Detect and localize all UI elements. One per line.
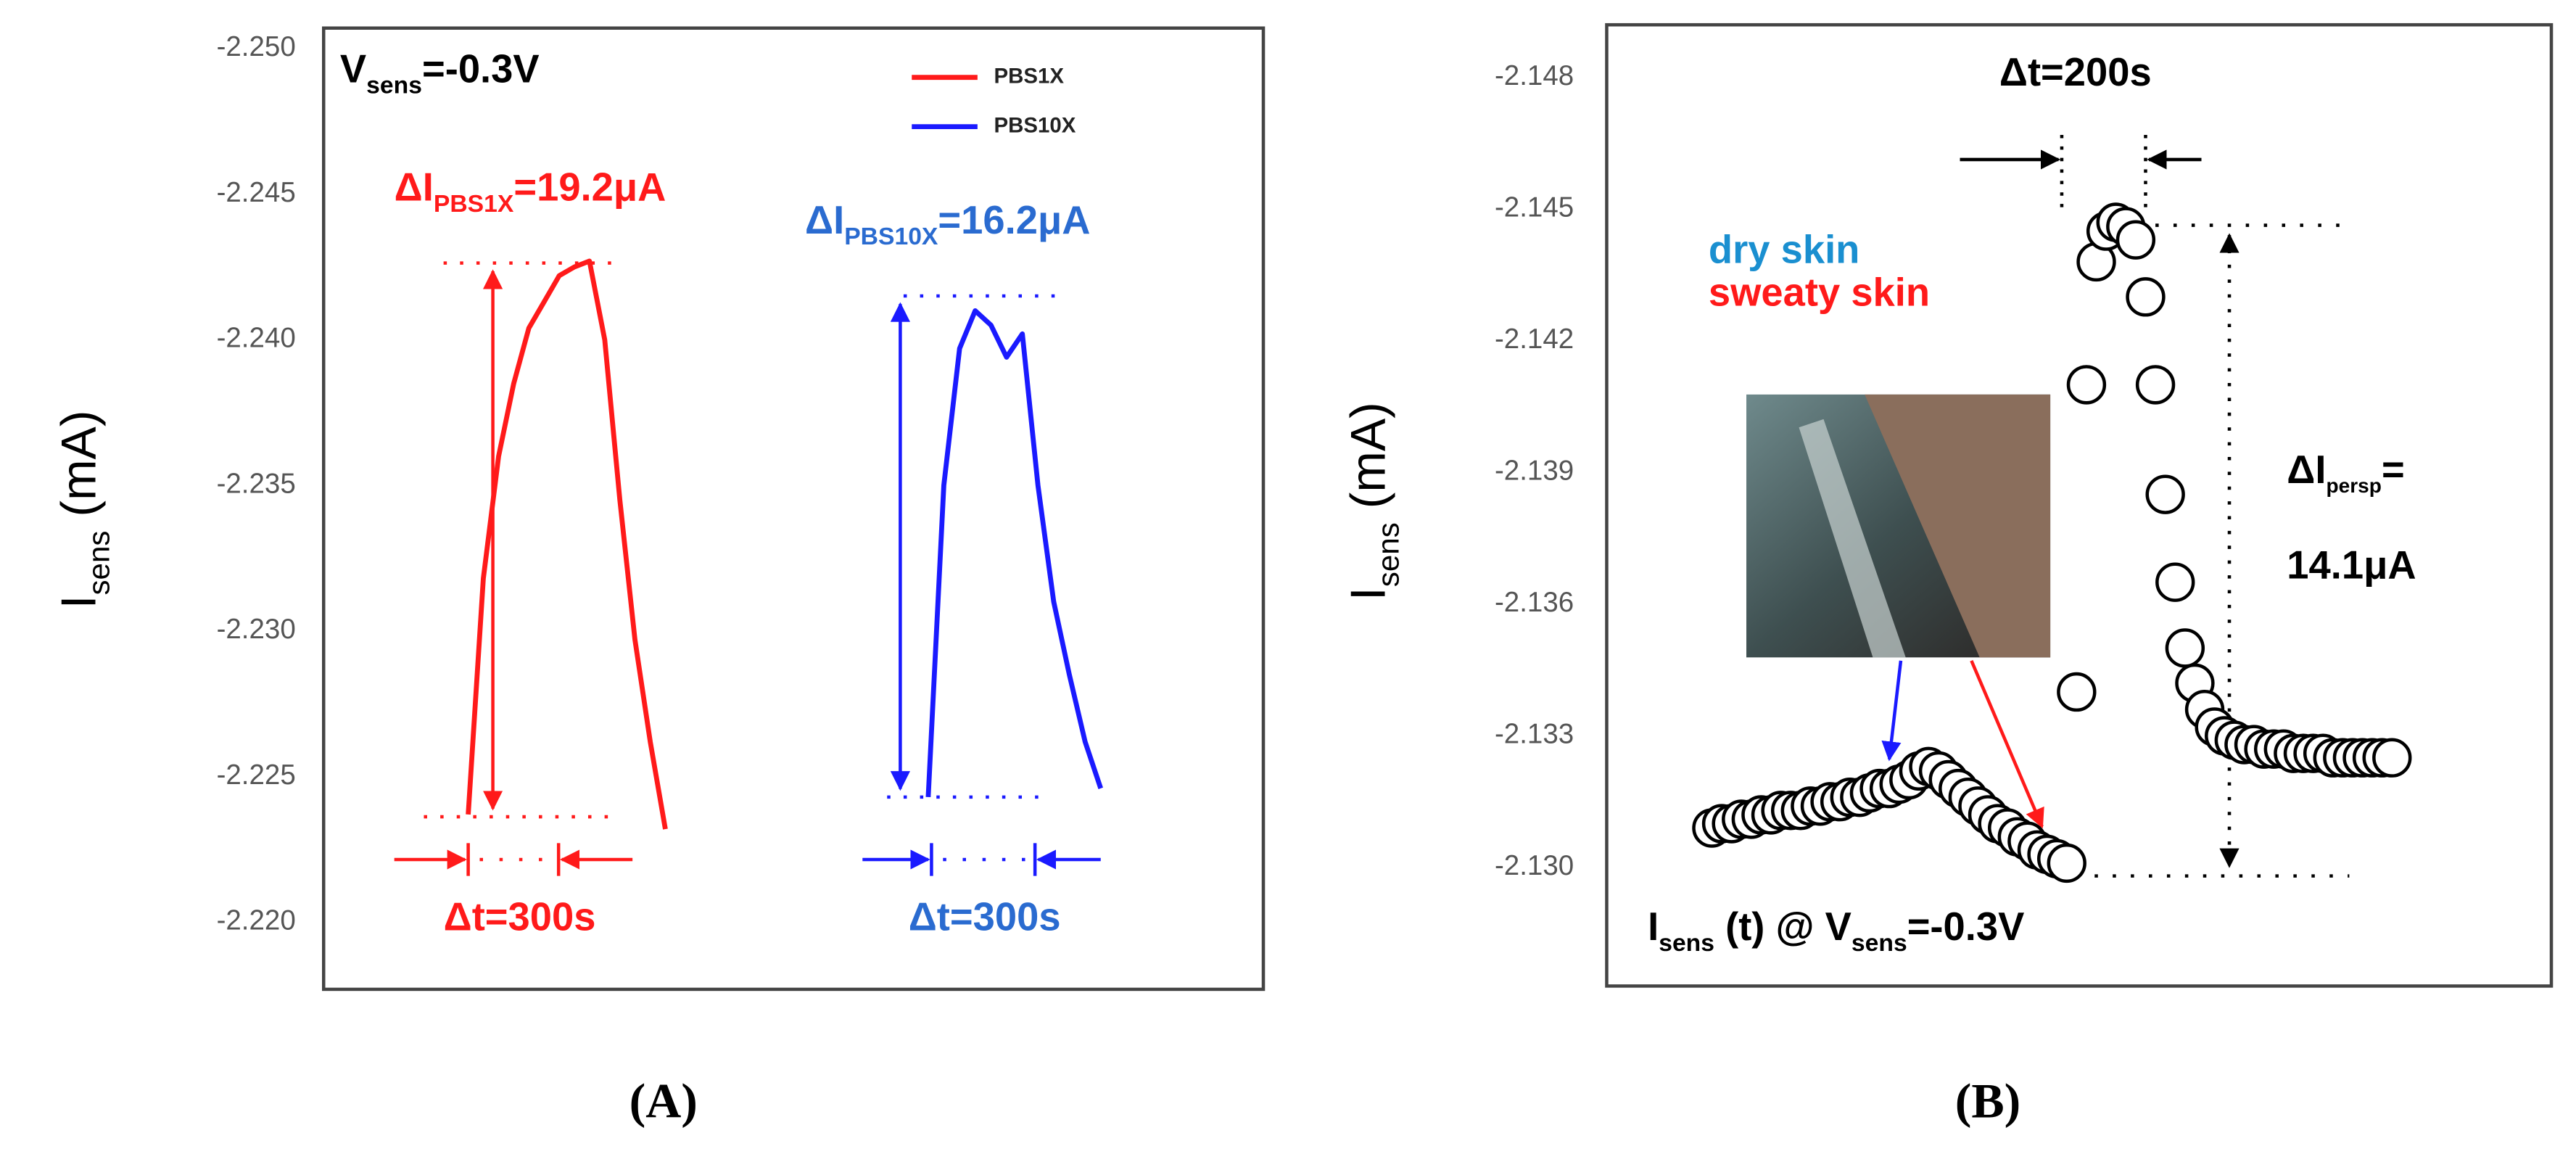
y-axis-label: Isens (mA): [51, 411, 115, 609]
text-part: dry skin: [1709, 228, 1859, 272]
data-line: [925, 308, 1103, 798]
annotation: ΔIPBS10X=16.2μA: [805, 198, 1090, 250]
arrow: [1970, 659, 2044, 829]
text-part: =19.2μA: [513, 165, 666, 210]
data-point: [2066, 365, 2107, 405]
panel-b-arrows: [1746, 134, 2350, 878]
y-tick-label: -2.230: [217, 614, 296, 645]
data-point: [2115, 220, 2156, 260]
text-part: =-0.3V: [1907, 905, 2025, 949]
y-tick-label: -2.225: [217, 759, 296, 791]
panel-caption: (A): [629, 1074, 698, 1129]
annotation: Δt=200s: [1999, 50, 2152, 94]
text-part: I: [51, 596, 106, 609]
photo-skin: [1865, 394, 2051, 658]
legend-label: PBS1X: [994, 64, 1065, 88]
y-tick-label: -2.220: [217, 905, 296, 936]
text-part: (mA): [1341, 402, 1396, 522]
y-tick-label: -2.145: [1495, 192, 1574, 223]
panel-caption: (B): [1955, 1074, 2021, 1129]
text-part: (mA): [51, 411, 106, 531]
data-line: [466, 258, 668, 830]
annotation: sweaty skin: [1709, 271, 1930, 315]
text-part: 14.1μA: [2287, 543, 2416, 588]
text-part: ΔI: [395, 165, 434, 210]
panel-a-arrows: [394, 261, 1101, 876]
data-point: [2047, 843, 2086, 883]
text-part: ΔI: [805, 198, 844, 242]
data-point: [2165, 628, 2205, 668]
text-part: =-0.3V: [422, 46, 540, 91]
text-part: V: [340, 46, 366, 91]
y-tick-label: -2.235: [217, 468, 296, 499]
text-part: Δt=200s: [1999, 50, 2152, 94]
arrow: [1881, 660, 1903, 762]
subscript: sens: [1852, 929, 1907, 957]
data-point: [2135, 365, 2176, 405]
y-tick-label: -2.148: [1495, 60, 1574, 91]
text-part: =: [2382, 448, 2405, 492]
subscript: PBS10X: [844, 223, 938, 250]
annotation: Isens (t) @ Vsens=-0.3V: [1648, 905, 2024, 957]
data-point: [2126, 277, 2166, 317]
data-point: [2155, 562, 2195, 602]
subscript: PBS1X: [434, 190, 514, 218]
annotation: ΔIpersp=: [2287, 448, 2404, 497]
legend-label: PBS10X: [994, 113, 1076, 137]
subscript: sens: [81, 531, 115, 596]
text-part: ΔI: [2287, 448, 2326, 492]
data-point: [2057, 672, 2097, 712]
photo-device: [1799, 419, 1906, 658]
panel-a-frame: [321, 26, 1266, 992]
text-part: I: [1341, 587, 1396, 601]
y-tick-label: -2.245: [217, 177, 296, 208]
y-tick-label: -2.250: [217, 31, 296, 62]
subscript: sens: [1371, 522, 1405, 587]
annotation: Δt=300s: [444, 894, 596, 939]
text-part: (t) @ V: [1714, 905, 1852, 949]
text-part: sweaty skin: [1709, 271, 1930, 315]
y-tick-label: -2.133: [1495, 719, 1574, 750]
y-tick-label: -2.142: [1495, 324, 1574, 355]
annotation: 14.1μA: [2287, 543, 2416, 588]
panel-b-frame: [1605, 22, 2554, 988]
y-axis-label: Isens (mA): [1341, 402, 1405, 601]
text-part: I: [1648, 905, 1659, 949]
annotation: Δt=300s: [909, 894, 1061, 939]
y-tick-label: -2.139: [1495, 456, 1574, 487]
y-tick-label: -2.136: [1495, 587, 1574, 618]
subscript: sens: [1659, 929, 1714, 957]
y-tick-label: -2.130: [1495, 850, 1574, 881]
annotation: Vsens=-0.3V: [340, 46, 540, 99]
annotation: dry skin: [1709, 228, 1859, 272]
subscript: sens: [366, 72, 422, 99]
text-part: =16.2μA: [938, 198, 1090, 242]
text-part: Δt=300s: [909, 894, 1061, 939]
annotation: ΔIPBS1X=19.2μA: [395, 165, 666, 218]
text-part: Δt=300s: [444, 894, 596, 939]
data-point: [2145, 474, 2185, 514]
data-point: [2372, 738, 2412, 778]
y-tick-label: -2.240: [217, 323, 296, 354]
subscript: persp: [2326, 474, 2381, 497]
